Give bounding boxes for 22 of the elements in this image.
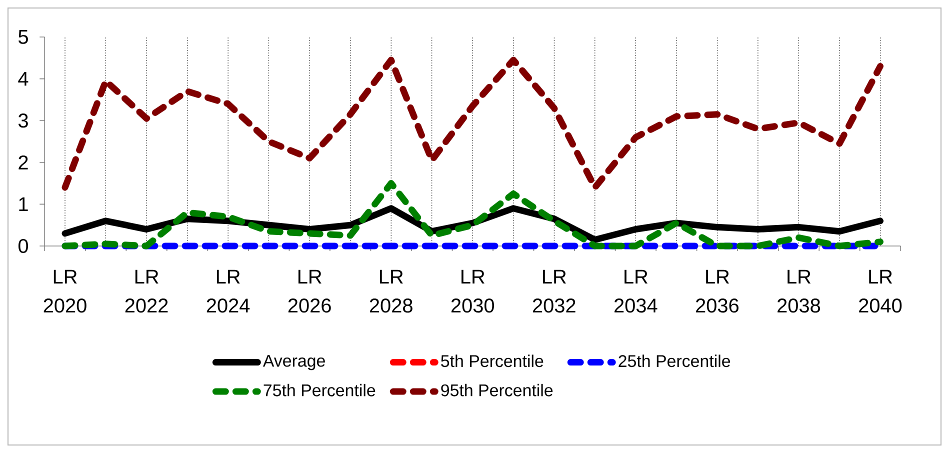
x-tick-label: LR 2024: [206, 270, 250, 313]
y-tick-label: 1: [19, 197, 28, 212]
y-tick-label: 3: [18, 114, 28, 128]
legend-label: 95th Percentile: [441, 384, 553, 396]
y-tick-label: 0: [18, 238, 28, 254]
x-tick-label: LR 2032: [532, 270, 576, 313]
y-tick-label: 4: [18, 72, 28, 86]
x-tick-label: LR 2020: [44, 270, 86, 313]
x-tick-label: LR 2030: [451, 270, 494, 313]
x-tick-label: LR 2038: [778, 270, 820, 313]
legend-label: Average: [262, 354, 325, 370]
y-tick-label: 5: [18, 30, 28, 44]
legend-label: 25th Percentile: [618, 354, 730, 368]
x-tick-label: LR 2036: [696, 270, 738, 313]
x-tick-label: LR 2040: [859, 270, 902, 313]
y-tick-label: 2: [18, 155, 28, 170]
x-tick-label: LR 2034: [614, 270, 658, 313]
x-tick-label: LR 2026: [288, 270, 331, 313]
x-tick-label: LR 2022: [125, 270, 168, 313]
legend-label: 5th Percentile: [441, 354, 544, 368]
x-tick-label: LR 2028: [370, 270, 412, 313]
legend-label: 75th Percentile: [264, 384, 376, 396]
